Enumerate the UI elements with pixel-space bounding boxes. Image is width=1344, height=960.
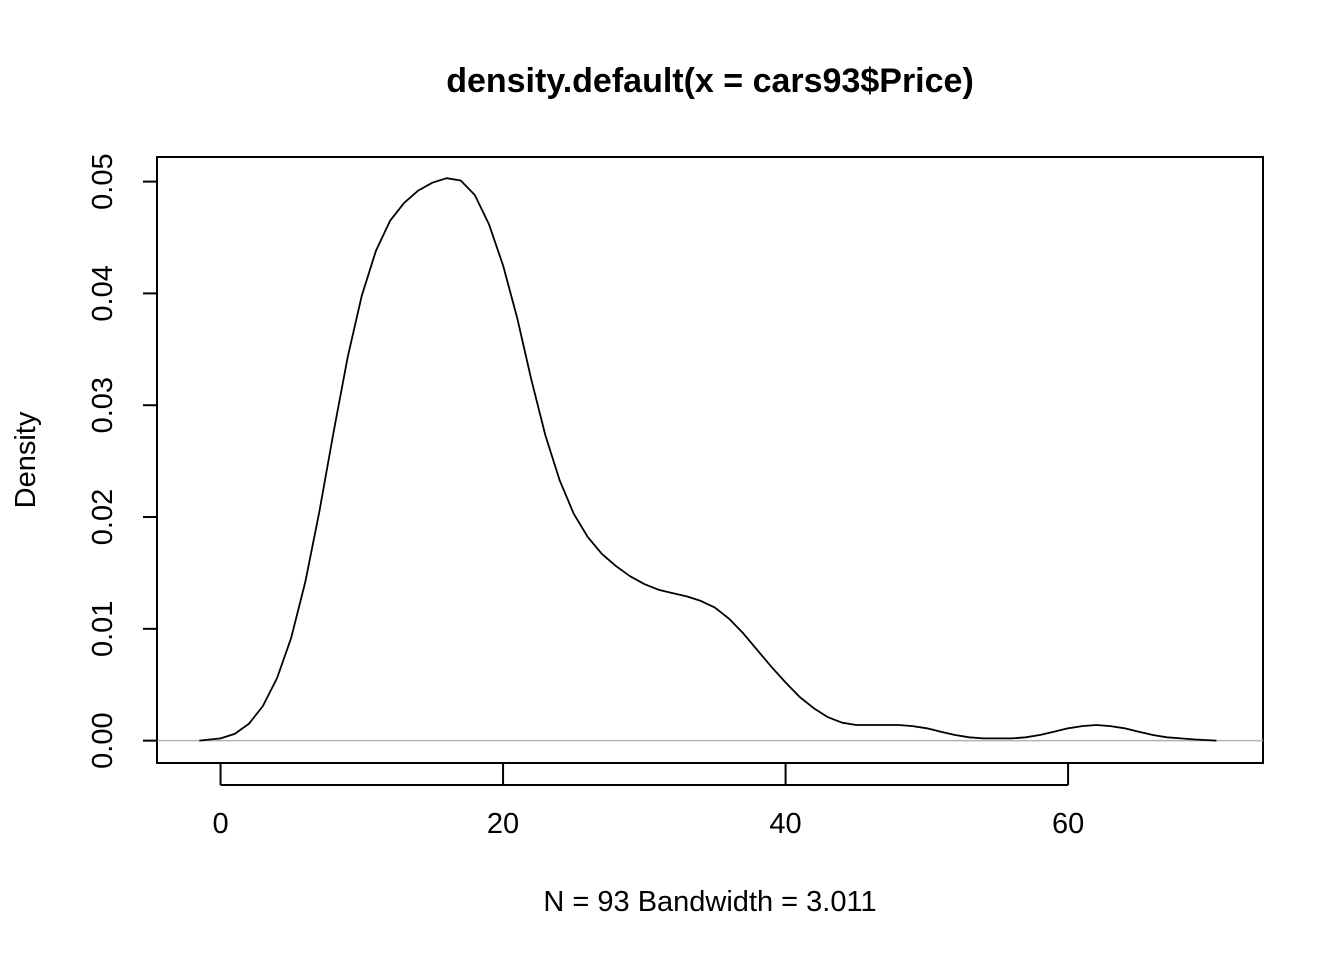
y-tick-label: 0.03 [87,377,119,433]
x-tick-label: 60 [1052,808,1084,840]
x-axis-ticks: 0 20 40 60 [212,763,1084,840]
plot-area-frame [156,156,1264,764]
y-tick-label: 0.05 [87,153,119,209]
x-tick-label: 0 [212,808,228,840]
y-tick-label: 0.00 [87,712,119,768]
x-tick-label: 20 [487,808,519,840]
y-axis-ticks: 0.00 0.01 0.02 0.03 0.04 0.05 [87,153,157,769]
y-tick-label: 0.02 [87,489,119,545]
y-axis-label: Density [10,411,42,508]
density-curve [199,177,1217,742]
y-tick-label: 0.01 [87,601,119,657]
y-tick-label: 0.04 [87,265,119,321]
x-tick-label: 40 [769,808,801,840]
x-axis-label: N = 93 Bandwidth = 3.011 [543,886,876,918]
chart-title: density.default(x = cars93$Price) [446,62,974,100]
